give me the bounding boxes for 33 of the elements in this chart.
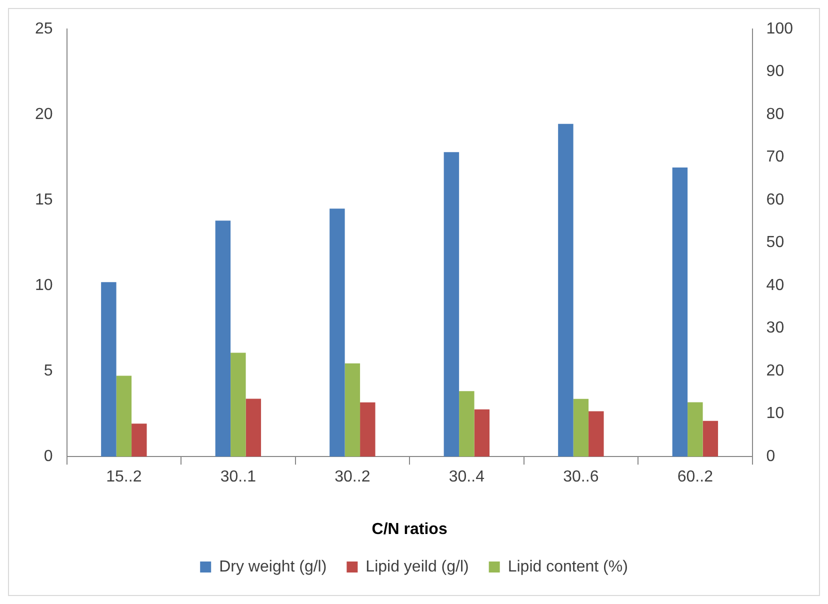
bar	[558, 124, 574, 457]
x-axis-title: C/N ratios	[372, 520, 448, 538]
y2-tick-label: 100	[766, 20, 794, 38]
x-tick-label: 30..4	[448, 468, 485, 486]
y2-tick-label: 60	[766, 191, 784, 208]
y2-tick-label: 70	[766, 148, 784, 166]
y-tick-label: 5	[44, 362, 53, 380]
bar	[444, 152, 460, 457]
y-tick-label: 15	[35, 191, 53, 208]
bar	[215, 220, 231, 457]
y2-tick-label: 40	[766, 276, 784, 294]
legend-label: Dry weight (g/l)	[219, 558, 327, 576]
x-tick-label: 15..2	[106, 468, 142, 486]
bar	[330, 208, 345, 457]
x-tick-label: 30..6	[563, 468, 599, 486]
y-tick-label: 10	[35, 276, 53, 294]
y2-tick-label: 10	[766, 405, 784, 422]
bar	[672, 168, 688, 457]
legend-label: Lipid yeild (g/l)	[366, 558, 469, 576]
bar	[101, 282, 116, 457]
y2-tick-label: 50	[766, 234, 784, 252]
y-tick-label: 20	[35, 106, 53, 123]
legend-label: Lipid content (%)	[508, 558, 628, 576]
y2-tick-label: 80	[766, 106, 784, 123]
x-tick-label: 30..2	[334, 468, 370, 486]
y2-tick-label: 0	[766, 448, 776, 466]
y-tick-label: 0	[44, 448, 53, 466]
x-tick-label: 30..1	[220, 468, 256, 486]
y-tick-label: 25	[35, 20, 53, 38]
x-tick-label: 60..2	[677, 468, 714, 486]
y2-tick-label: 30	[766, 320, 784, 337]
y2-tick-label: 90	[766, 63, 784, 80]
y2-tick-label: 20	[766, 362, 784, 380]
